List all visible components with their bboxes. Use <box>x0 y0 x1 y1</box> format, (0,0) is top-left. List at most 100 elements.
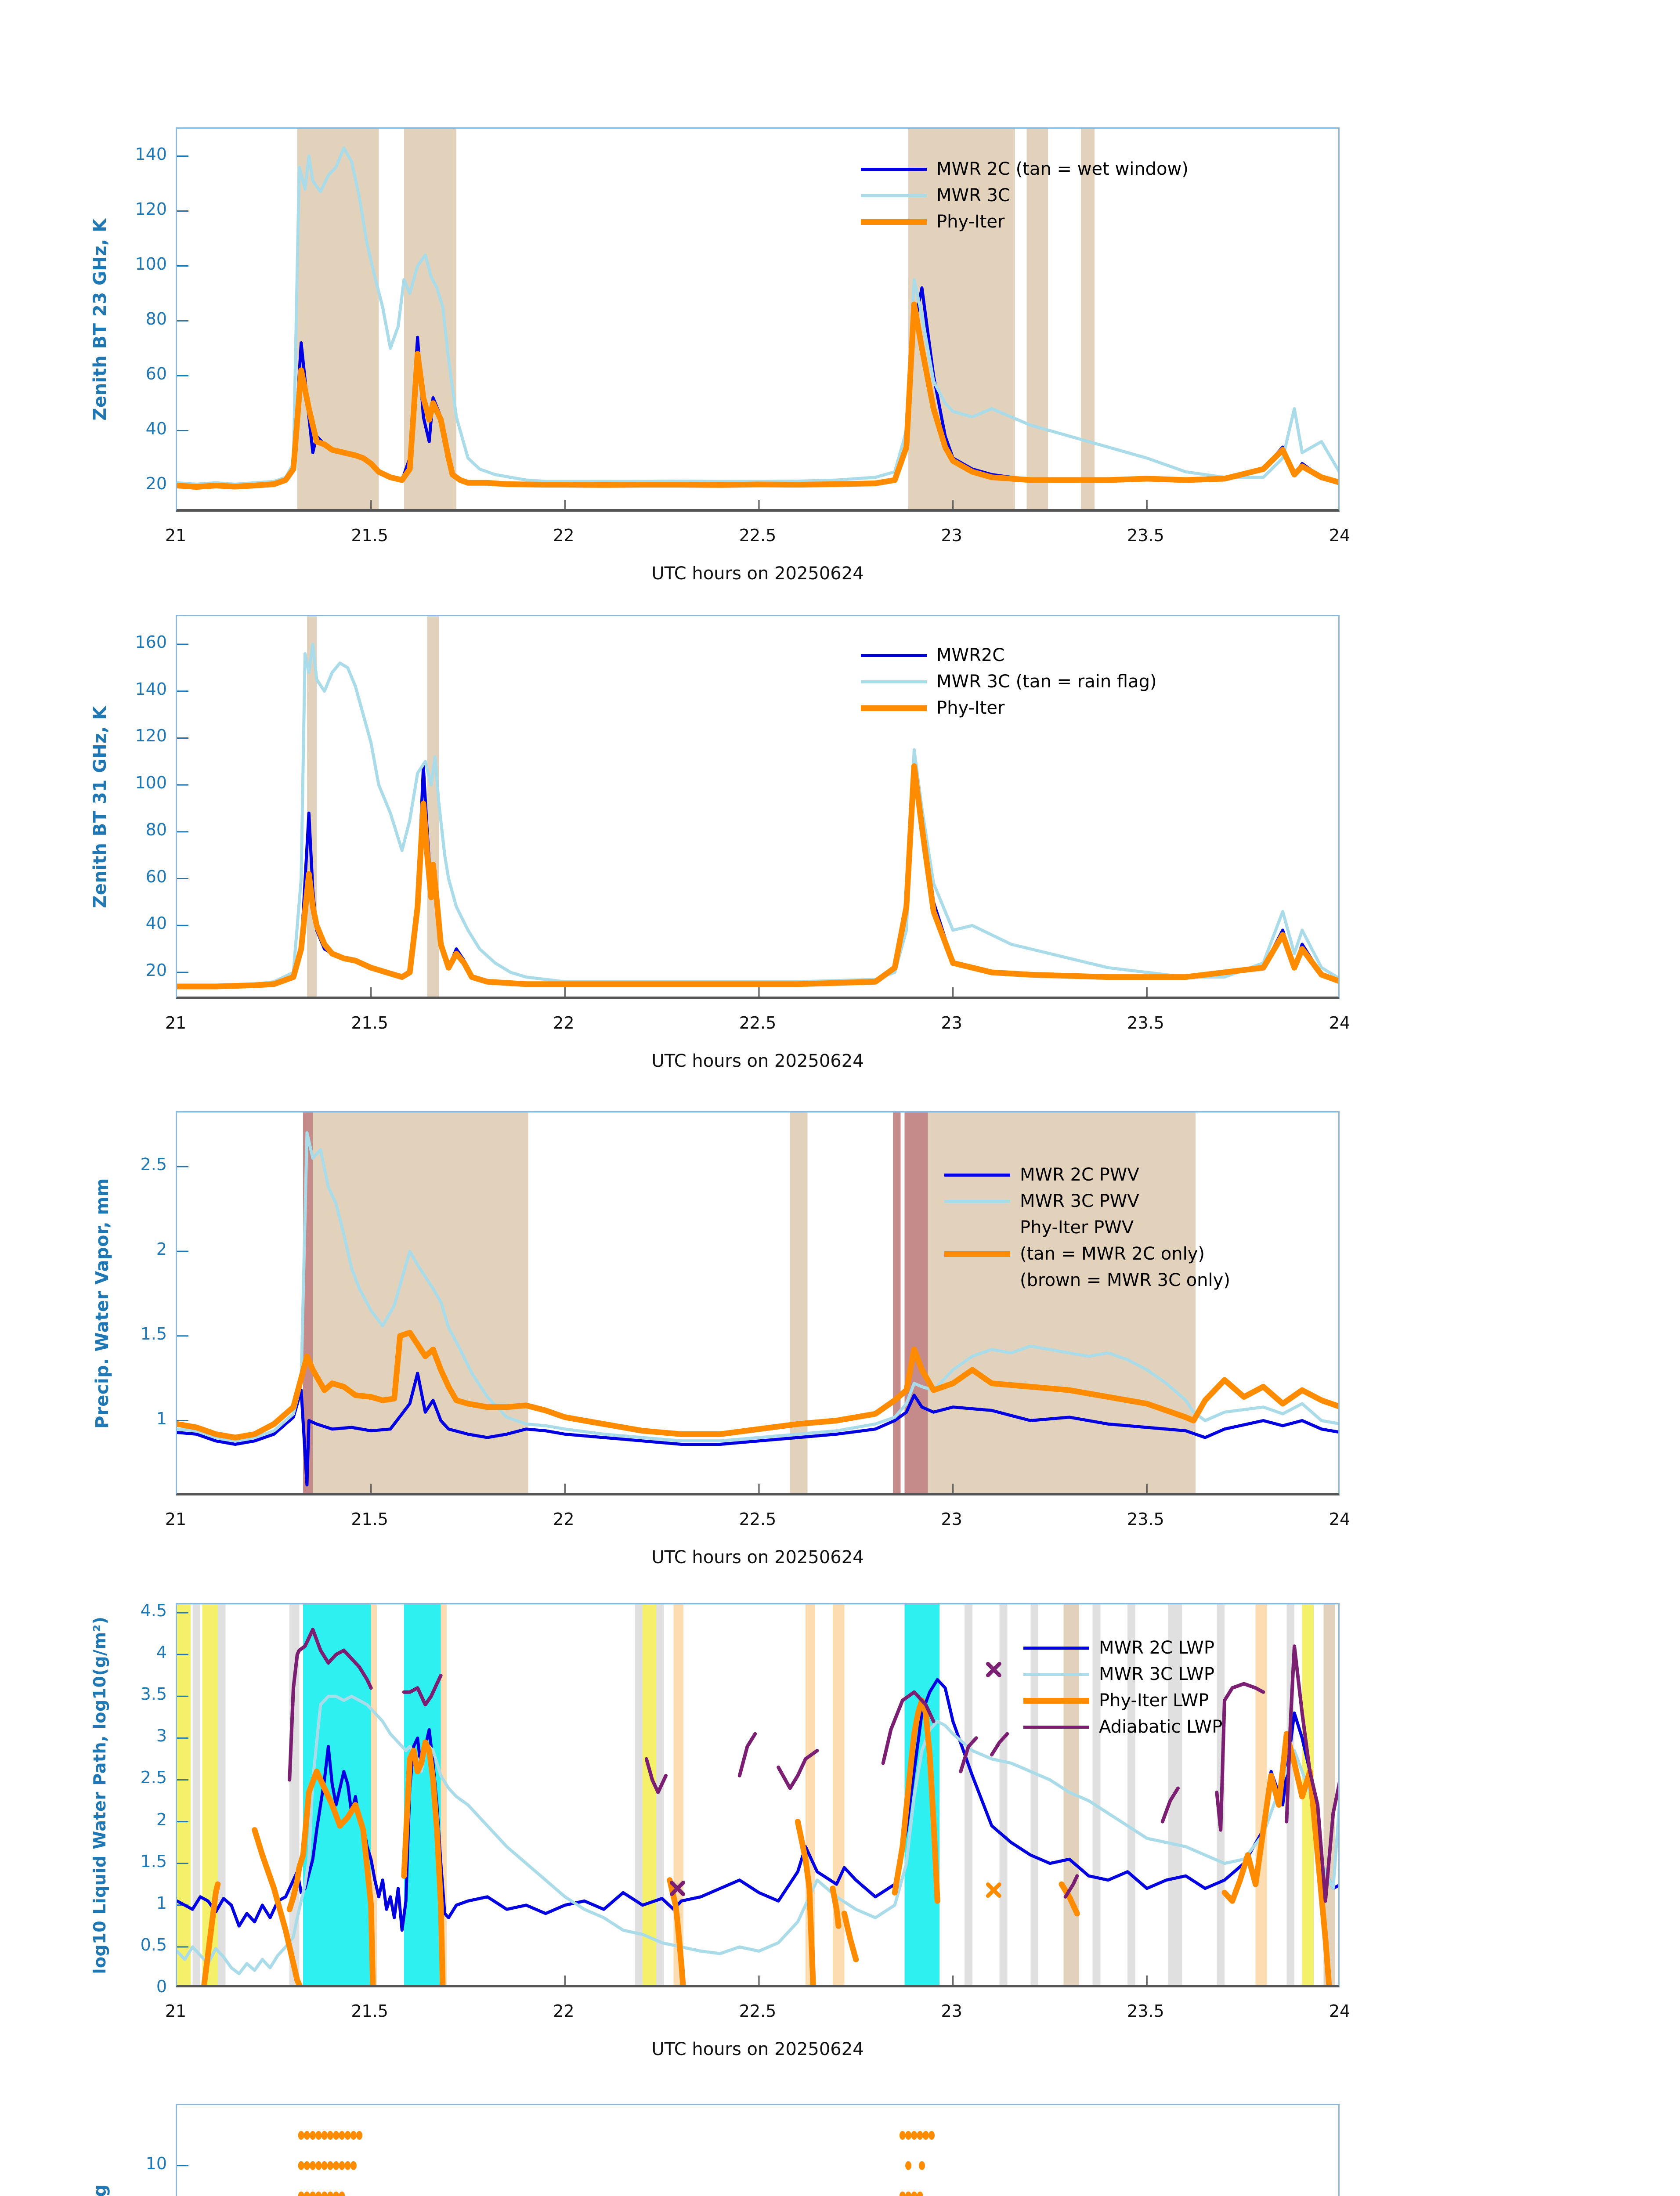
legend-swatch-phy-iter-lwp <box>1023 1698 1089 1704</box>
legend-swatch-mwr-3c-tan-rain-flag- <box>861 680 927 683</box>
shaded-band-tan <box>1081 129 1095 509</box>
panel-pwv-legend: MWR 2C PWV MWR 3C PWV Phy-Iter PWV (tan = M… <box>944 1162 1230 1293</box>
shaded-band-grey <box>217 1604 226 1985</box>
panel-bt23-y-tick-label: 40 <box>145 419 167 438</box>
panel-bt31-y-tick-label: 120 <box>135 726 167 746</box>
panel-bt23-y-tick-label: 20 <box>145 473 167 493</box>
legend-label: Phy-Iter <box>936 212 1005 232</box>
data-marker <box>670 1881 685 1896</box>
dq-flag-point <box>333 2131 340 2140</box>
panel-pwv-x-tick-label: 21 <box>165 1510 187 1529</box>
shaded-band-yellow <box>177 1604 191 1985</box>
shaded-band-yellow <box>643 1604 656 1985</box>
panel-pwv-x-tick-label: 21.5 <box>351 1510 388 1529</box>
panel-bt31-y-tick-label: 80 <box>145 820 167 839</box>
panel-bt23-x-tick-label: 22.5 <box>739 526 777 545</box>
dq-flag-point <box>339 2191 345 2196</box>
panel-dqflag-canvas <box>177 2131 935 2196</box>
dq-flag-point <box>899 2131 906 2140</box>
panel-lwp-x-tick-label: 21 <box>165 2001 187 2021</box>
legend-label: MWR 3C <box>936 185 1010 206</box>
shaded-band-orange-light <box>1255 1604 1268 1985</box>
panel-bt23-y-tick-label: 140 <box>135 144 167 164</box>
legend-entry: MWR 3C LWP <box>1023 1661 1222 1687</box>
series-phy-iter-lwp <box>795 1819 816 1985</box>
panel-lwp-x-tick-label: 23.5 <box>1127 2001 1164 2021</box>
legend-swatch-mwr2c <box>861 654 927 657</box>
legend-entry: MWR 2C LWP <box>1023 1635 1222 1661</box>
legend-label: MWR 3C LWP <box>1099 1664 1214 1684</box>
dq-flag-point <box>339 2131 345 2140</box>
series-adiabatic-lwp <box>777 1748 819 1790</box>
panel-bt31-y-tick-label: 140 <box>135 679 167 699</box>
panel-bt31-x-tick-label: 24 <box>1329 1013 1351 1033</box>
dq-flag-point <box>310 2131 316 2140</box>
dq-flag-point <box>310 2191 316 2196</box>
panel-bt23-legend: MWR 2C (tan = wet window) MWR 3C Phy-Iter <box>861 156 1189 235</box>
panel-lwp-x-tick-label: 22.5 <box>739 2001 777 2021</box>
series-phy-iter-lwp <box>252 1827 303 1985</box>
series-phy-iter-lwp <box>830 1885 842 1929</box>
data-marker <box>986 1882 1001 1898</box>
panel-bt31-y-tick-label: 40 <box>145 914 167 933</box>
legend-swatch-adiabatic-lwp <box>1023 1725 1089 1729</box>
legend-swatch--tan-mwr-2c-only- <box>944 1251 1010 1257</box>
panel-bt31-x-tick-label: 23.5 <box>1127 1013 1164 1033</box>
panel-bt23-x-axis-label: UTC hours on 20250624 <box>651 563 864 584</box>
legend-label: MWR 2C LWP <box>1099 1638 1214 1658</box>
series-phy-iter-lwp <box>892 1698 940 1904</box>
dq-flag-point <box>917 2131 923 2140</box>
dq-flag-point <box>929 2131 935 2140</box>
series-phy-iter <box>177 763 1338 990</box>
shaded-band-grey <box>1127 1604 1135 1985</box>
panel-bt23-x-tick-label: 21 <box>165 526 187 545</box>
dq-flag-point <box>922 2131 929 2140</box>
shaded-band-tan <box>313 1112 528 1493</box>
series-phy-iter-pwv <box>177 1329 1338 1441</box>
panel-bt31-x-axis-label: UTC hours on 20250624 <box>651 1051 864 1071</box>
series-phy-iter-lwp <box>1059 1881 1080 1917</box>
shaded-band-grey <box>999 1604 1008 1985</box>
dq-flag-point <box>298 2131 304 2140</box>
panel-dqflag-plot-area <box>176 2104 1340 2196</box>
dq-flag-point <box>310 2161 316 2170</box>
panel-pwv-x-tick-label: 22 <box>553 1510 574 1529</box>
series-adiabatic-lwp <box>297 1628 373 1690</box>
dq-flag-point <box>905 2131 912 2140</box>
panel-bt31-x-tick-label: 22 <box>553 1013 574 1033</box>
series-mwr-3c-pwv <box>177 1131 1338 1443</box>
legend-label: MWR 2C PWV <box>1020 1165 1139 1185</box>
panel-bt31-y-tick-label: 160 <box>135 632 167 652</box>
panel-dqflag-y-axis-label: MWR Phy Iter DQ Flag <box>90 2104 110 2196</box>
panel-lwp-x-tick-label: 22 <box>553 2001 574 2021</box>
dq-flag-point <box>315 2191 322 2196</box>
series-mwr-3c-lwp <box>177 1694 1338 1976</box>
panel-lwp-y-tick-label: 2.5 <box>140 1768 167 1788</box>
series-adiabatic-lwp <box>1063 1874 1079 1899</box>
legend-swatch-mwr-3c-lwp <box>1023 1672 1089 1676</box>
panel-pwv-y-tick-label: 2.5 <box>140 1155 167 1174</box>
shaded-band-grey <box>635 1604 643 1985</box>
panel-lwp-y-tick-label: 4.5 <box>140 1601 167 1621</box>
dq-flag-point <box>339 2161 345 2170</box>
data-marker <box>986 1661 1001 1677</box>
dq-flag-point <box>333 2161 340 2170</box>
series-phy-iter-lwp <box>667 1877 686 1985</box>
panel-bt23-y-tick-label: 100 <box>135 254 167 274</box>
legend-entry: MWR 3C (tan = rain flag) <box>861 668 1157 695</box>
dq-flag-point <box>327 2191 333 2196</box>
panel-pwv-x-tick-label: 24 <box>1329 1510 1351 1529</box>
legend-entry: (tan = MWR 2C only) <box>944 1241 1230 1267</box>
shaded-band-grey <box>965 1604 972 1985</box>
panel-lwp-y-tick-label: 0.5 <box>140 1935 167 1954</box>
dq-flag-point <box>911 2191 918 2196</box>
series-mwr-2c-lwp <box>177 1678 1338 1932</box>
dq-flag-point <box>917 2191 923 2196</box>
series-adiabatic-lwp <box>1215 1682 1265 1832</box>
series-phy-iter <box>177 301 1338 490</box>
legend-entry: MWR 3C PWV <box>944 1188 1230 1214</box>
legend-label: (tan = MWR 2C only) <box>1020 1244 1205 1264</box>
shaded-band-brown <box>904 1112 928 1493</box>
shaded-band-tan <box>297 129 379 509</box>
